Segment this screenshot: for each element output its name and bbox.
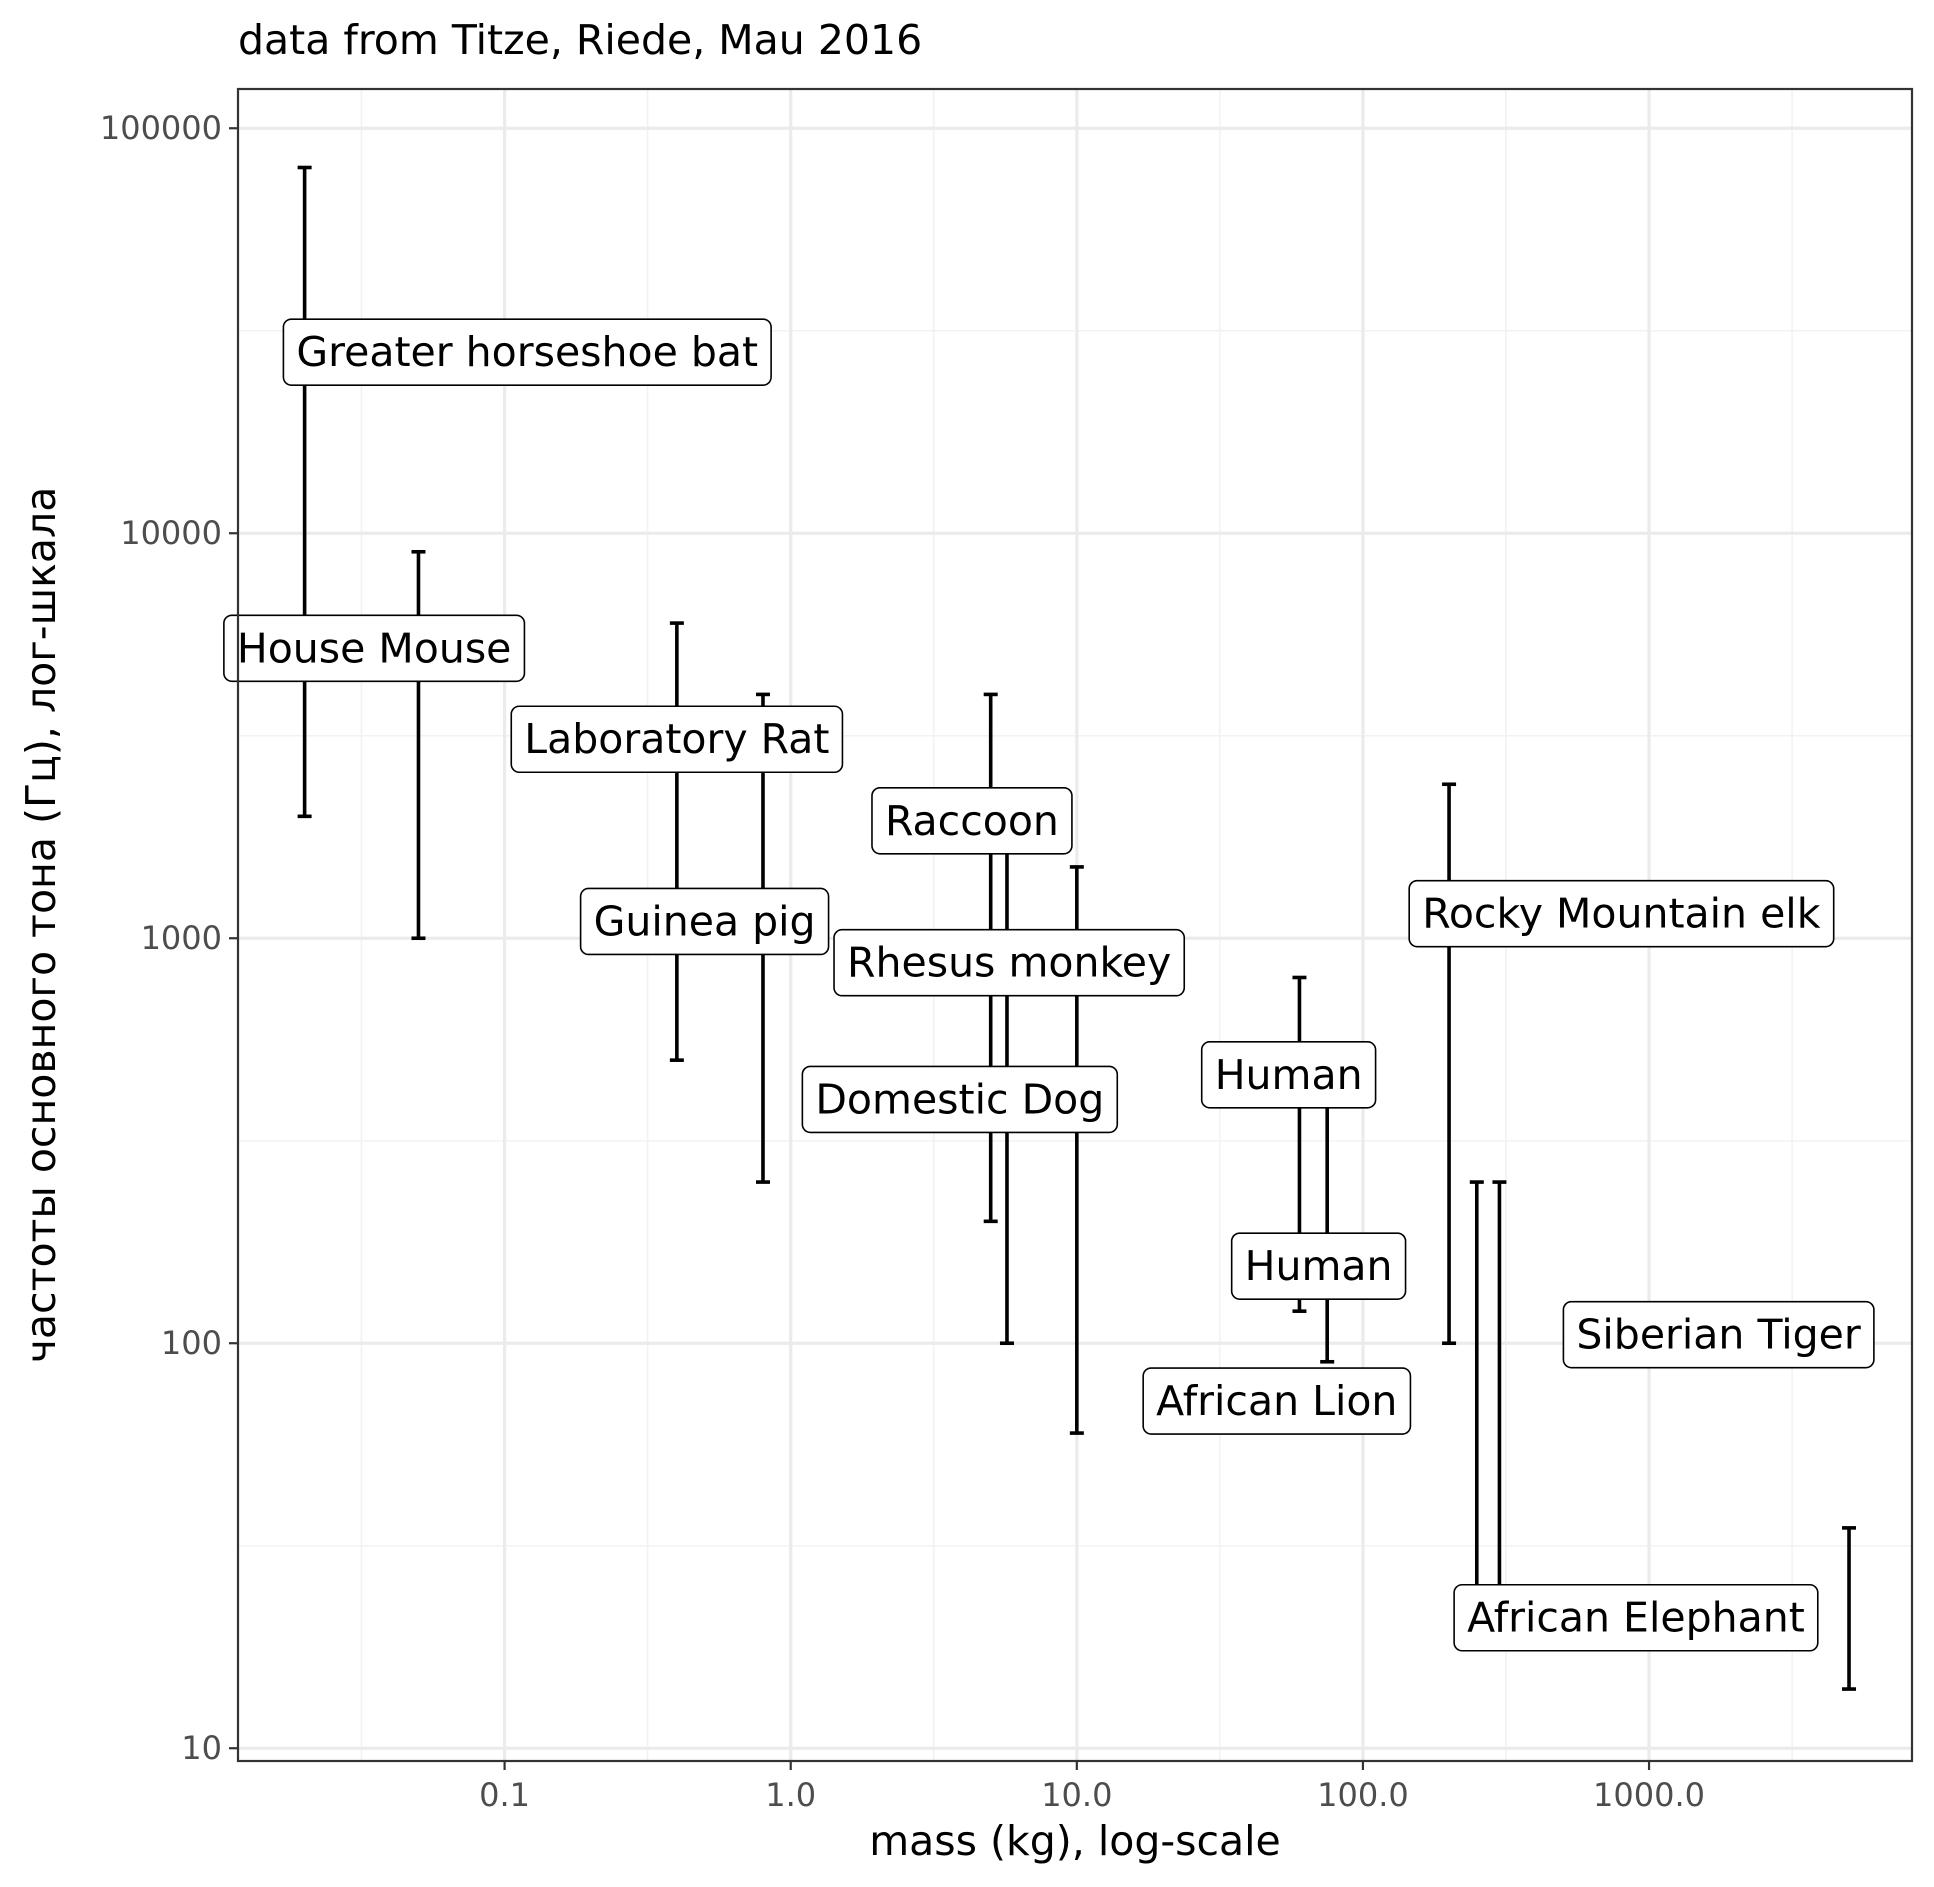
label-box <box>1562 1300 1875 1369</box>
y-axis-title: частоты основного тона (Гц), лог-шкала <box>17 487 65 1364</box>
error-bar <box>1842 1526 1857 1691</box>
label-box <box>223 614 526 683</box>
species-label-group: Human <box>1200 1041 1377 1109</box>
species-label: Guinea pig <box>594 897 816 945</box>
label-box <box>801 1065 1119 1134</box>
y-axis: 10 100 1000 10000 100000 <box>100 109 238 1767</box>
label-box <box>1453 1583 1819 1652</box>
x-tick-label: 1000.0 <box>1593 1776 1705 1814</box>
species-label: Rocky Mountain elk <box>1422 890 1821 938</box>
species-label-group: African Elephant <box>1453 1583 1819 1652</box>
x-tick-label: 1.0 <box>765 1776 816 1814</box>
species-label: House Mouse <box>237 624 512 672</box>
species-label-group: Greater horseshoe bat <box>282 318 772 386</box>
species-label-group: House Mouse <box>223 614 526 683</box>
species-label: Human <box>1245 1242 1393 1290</box>
species-label: African Elephant <box>1467 1594 1805 1642</box>
species-label-group: Domestic Dog <box>801 1065 1119 1134</box>
species-label: Greater horseshoe bat <box>296 328 758 376</box>
label-box <box>1142 1367 1412 1435</box>
label-box <box>1200 1041 1377 1109</box>
species-label: Rhesus monkey <box>847 939 1171 987</box>
species-label: Raccoon <box>885 797 1059 845</box>
panel-border <box>236 87 1914 1763</box>
species-label-group: Laboratory Rat <box>510 705 844 774</box>
species-labels: Greater horseshoe bat House MouseLaborato… <box>223 318 1875 1652</box>
species-label-group: African Lion <box>1142 1367 1412 1435</box>
species-label-group: Siberian Tiger <box>1562 1300 1875 1369</box>
label-box <box>871 786 1073 855</box>
species-label: Human <box>1215 1051 1363 1099</box>
error-bar <box>1442 782 1457 1346</box>
x-axis-title: mass (kg), log-scale <box>869 1817 1281 1865</box>
species-label-group: Guinea pig <box>579 887 830 956</box>
y-tick-label: 10 <box>181 1729 222 1767</box>
species-label: Laboratory Rat <box>524 715 829 763</box>
chart-title: data from Titze, Riede, Mau 2016 <box>238 16 922 64</box>
label-box <box>1408 879 1835 948</box>
label-box <box>833 928 1186 997</box>
species-label-group: Raccoon <box>871 786 1073 855</box>
x-tick-label: 10.0 <box>1041 1776 1112 1814</box>
label-box <box>1230 1232 1407 1300</box>
species-label: Siberian Tiger <box>1576 1311 1860 1359</box>
y-tick-label: 1000 <box>141 919 222 957</box>
species-label-group: Rhesus monkey <box>833 928 1186 997</box>
error-bar <box>297 165 312 819</box>
x-tick-label: 0.1 <box>479 1776 530 1814</box>
label-box <box>282 318 772 386</box>
error-bars <box>297 165 1857 1691</box>
label-box <box>579 887 830 956</box>
y-tick-label: 100 <box>161 1324 222 1362</box>
x-axis: 0.1 1.0 10.0 100.0 1000.0 <box>479 1761 1705 1814</box>
species-label: Domestic Dog <box>815 1075 1104 1123</box>
x-tick-label: 100.0 <box>1317 1776 1409 1814</box>
y-tick-label: 10000 <box>120 514 222 552</box>
y-tick-label: 100000 <box>100 109 222 147</box>
species-label-group: Human <box>1230 1232 1407 1300</box>
species-label-group: Rocky Mountain elk <box>1408 879 1835 948</box>
error-bar <box>669 621 684 1062</box>
plot-panel: Greater horseshoe bat House MouseLaborato… <box>223 87 1914 1763</box>
species-label: African Lion <box>1156 1377 1397 1425</box>
label-box <box>510 705 844 774</box>
